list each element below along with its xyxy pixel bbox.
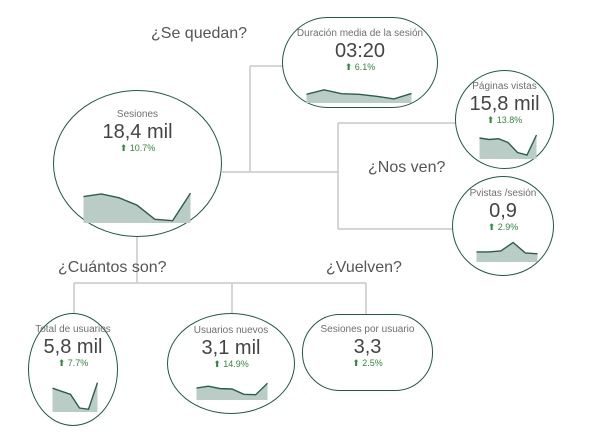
metric-delta: ⬆ 2.9% [487,222,519,232]
metric-delta: ⬆ 7.7% [57,358,89,368]
up-arrow-icon: ⬆ [119,143,128,153]
sparkline-area [306,89,412,103]
metric-card-sessions[interactable]: Sesiones 18,4 mil ⬆ 10.7% [53,90,222,237]
metric-label: Sesiones [116,109,159,120]
sparkline-area [476,242,538,262]
metric-card-total-users[interactable]: Total de usuarios 5,8 mil ⬆ 7.7% [28,313,118,426]
metric-card-pages-per-session[interactable]: Pvistas /sesión 0,9 ⬆ 2.9% [452,176,554,276]
up-arrow-icon: ⬆ [213,359,221,369]
metric-card-new-users[interactable]: Usuarios nuevos 3,1 mil ⬆ 14.9% [167,313,295,414]
sparkline-line [196,382,268,396]
metric-label: Duración media de la sesión [296,28,424,39]
up-arrow-icon: ⬆ [57,358,66,368]
metric-label: Pvistas /sesión [469,188,537,199]
sparkline-area [479,135,537,159]
up-arrow-icon: ⬆ [352,358,360,368]
up-arrow-icon: ⬆ [344,62,353,72]
metric-value: 0,9 [489,200,517,222]
metric-label: Total de usuarios [35,324,111,335]
sparkline-area [52,382,98,412]
question-return: ¿Vuelven? [326,259,402,276]
metric-delta: ⬆ 2.5% [352,358,383,368]
metric-value: 15,8 mil [469,93,540,115]
sparkline-area [83,193,191,223]
sparkline [476,241,538,262]
metric-label: Usuarios nuevos [193,325,269,336]
sparkline [52,382,99,412]
up-arrow-icon: ⬆ [487,222,496,232]
sparkline-line [52,382,99,411]
metric-card-pageviews[interactable]: Páginas vistas 15,8 mil ⬆ 13.8% [455,70,554,169]
metric-delta: ⬆ 10.7% [119,143,156,153]
metric-value: 3,1 mil [201,337,261,359]
metric-card-sessions-per-user[interactable]: Sesiones por usuario 3,3 ⬆ 2.5% [302,314,433,391]
sparkline [196,382,268,400]
sparkline [306,89,412,103]
metric-delta: ⬆ 13.8% [486,115,523,125]
up-arrow-icon: ⬆ [486,115,495,125]
metric-delta: ⬆ 14.9% [213,359,249,369]
metric-value: 03:20 [334,40,386,62]
question-stay: ¿Se quedan? [151,25,248,42]
metric-delta: ⬆ 6.1% [344,62,376,72]
metric-value: 18,4 mil [102,121,173,143]
sparkline-line [479,134,538,156]
metric-card-avg-session-duration[interactable]: Duración media de la sesión 03:20 ⬆ 6.1% [282,17,438,108]
question-see: ¿Nos ven? [368,159,446,176]
sparkline [479,134,538,159]
sparkline-line [83,192,192,222]
sparkline [83,192,192,223]
metric-value: 3,3 [353,336,382,358]
metric-value: 5,8 mil [43,336,103,358]
question-how-many: ¿Cuántos son? [58,259,167,276]
sparkline-line [306,89,412,100]
metric-label: Sesiones por usuario [320,324,415,335]
metric-label: Páginas vistas [472,81,537,92]
sparkline-line [476,241,538,255]
